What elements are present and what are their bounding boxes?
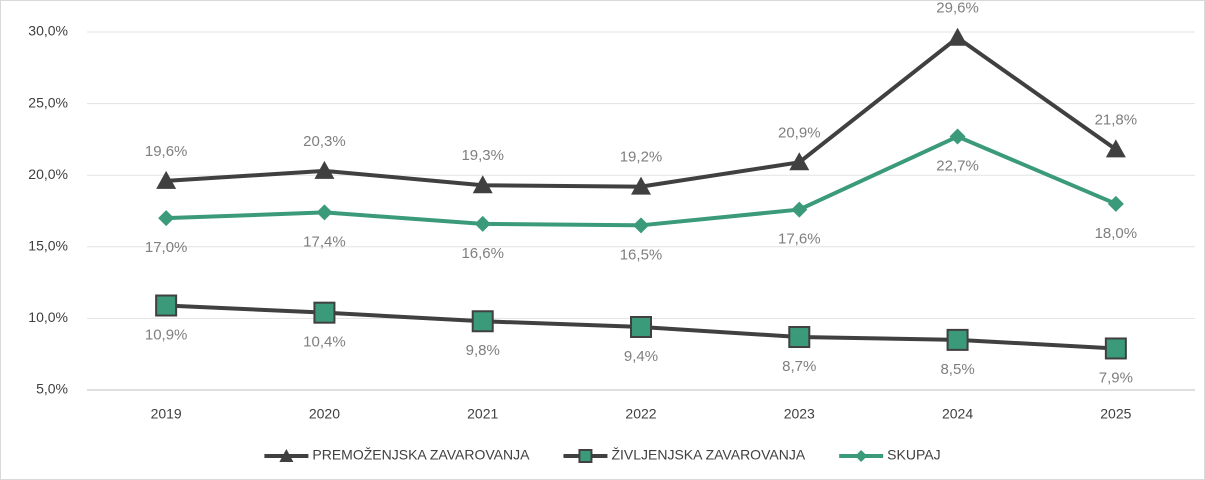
data-label: 8,7% (782, 358, 816, 375)
data-label: 9,8% (466, 342, 500, 359)
legend-marker (279, 449, 294, 462)
data-label: 16,6% (461, 245, 504, 262)
y-tick-label: 30,0% (28, 23, 68, 39)
point-marker (313, 301, 336, 324)
data-label: 22,7% (936, 158, 979, 175)
point-marker (630, 315, 652, 338)
data-label: 8,5% (940, 361, 974, 378)
data-label: 21,8% (1095, 111, 1138, 128)
point-marker (1107, 195, 1124, 212)
data-label: 29,6% (936, 0, 979, 17)
point-marker (949, 128, 966, 145)
x-tick-label: 2024 (942, 406, 973, 422)
legend-label: SKUPAJ (887, 447, 940, 463)
point-marker (158, 210, 175, 227)
data-label: 17,0% (145, 239, 188, 256)
legend-label: ŽIVLJENJSKA ZAVAROVANJA (611, 447, 805, 463)
point-marker (314, 160, 335, 179)
data-label: 10,4% (303, 334, 346, 351)
point-marker (474, 215, 491, 232)
y-tick-label: 15,0% (28, 238, 68, 254)
data-label: 16,5% (620, 246, 663, 263)
y-tick-label: 10,0% (28, 309, 68, 325)
point-marker (946, 328, 969, 351)
point-marker (789, 152, 810, 171)
y-tick-label: 20,0% (28, 166, 68, 182)
data-label: 20,3% (303, 133, 346, 150)
y-tick-label: 5,0% (36, 381, 68, 397)
point-marker (472, 175, 493, 194)
data-label: 10,9% (145, 326, 188, 343)
x-tick-label: 2020 (309, 406, 340, 422)
data-label: 20,9% (778, 124, 821, 141)
point-marker (1105, 139, 1126, 158)
point-marker (1104, 337, 1127, 360)
data-label: 17,4% (303, 233, 346, 250)
point-marker (788, 326, 811, 349)
x-tick-label: 2019 (151, 406, 182, 422)
point-marker (791, 201, 808, 218)
legend-marker (855, 450, 868, 462)
point-marker (947, 27, 968, 46)
data-label: 19,6% (145, 143, 188, 160)
point-marker (631, 176, 651, 195)
point-marker (156, 170, 177, 189)
point-marker (471, 310, 494, 333)
point-marker (155, 294, 178, 317)
x-tick-label: 2022 (625, 406, 656, 422)
data-label: 19,3% (461, 147, 504, 164)
data-label: 9,4% (624, 348, 658, 365)
data-label: 7,9% (1099, 369, 1133, 386)
x-tick-label: 2025 (1100, 406, 1131, 422)
legend-marker (578, 449, 593, 463)
legend-label: PREMOŽENJSKA ZAVAROVANJA (312, 447, 530, 463)
x-tick-label: 2021 (467, 406, 498, 422)
x-tick-label: 2023 (784, 406, 815, 422)
data-label: 18,0% (1095, 225, 1138, 242)
y-tick-label: 25,0% (28, 94, 68, 110)
data-label: 19,2% (620, 149, 663, 166)
point-marker (316, 204, 333, 221)
data-label: 17,6% (778, 231, 821, 248)
point-marker (633, 217, 649, 234)
